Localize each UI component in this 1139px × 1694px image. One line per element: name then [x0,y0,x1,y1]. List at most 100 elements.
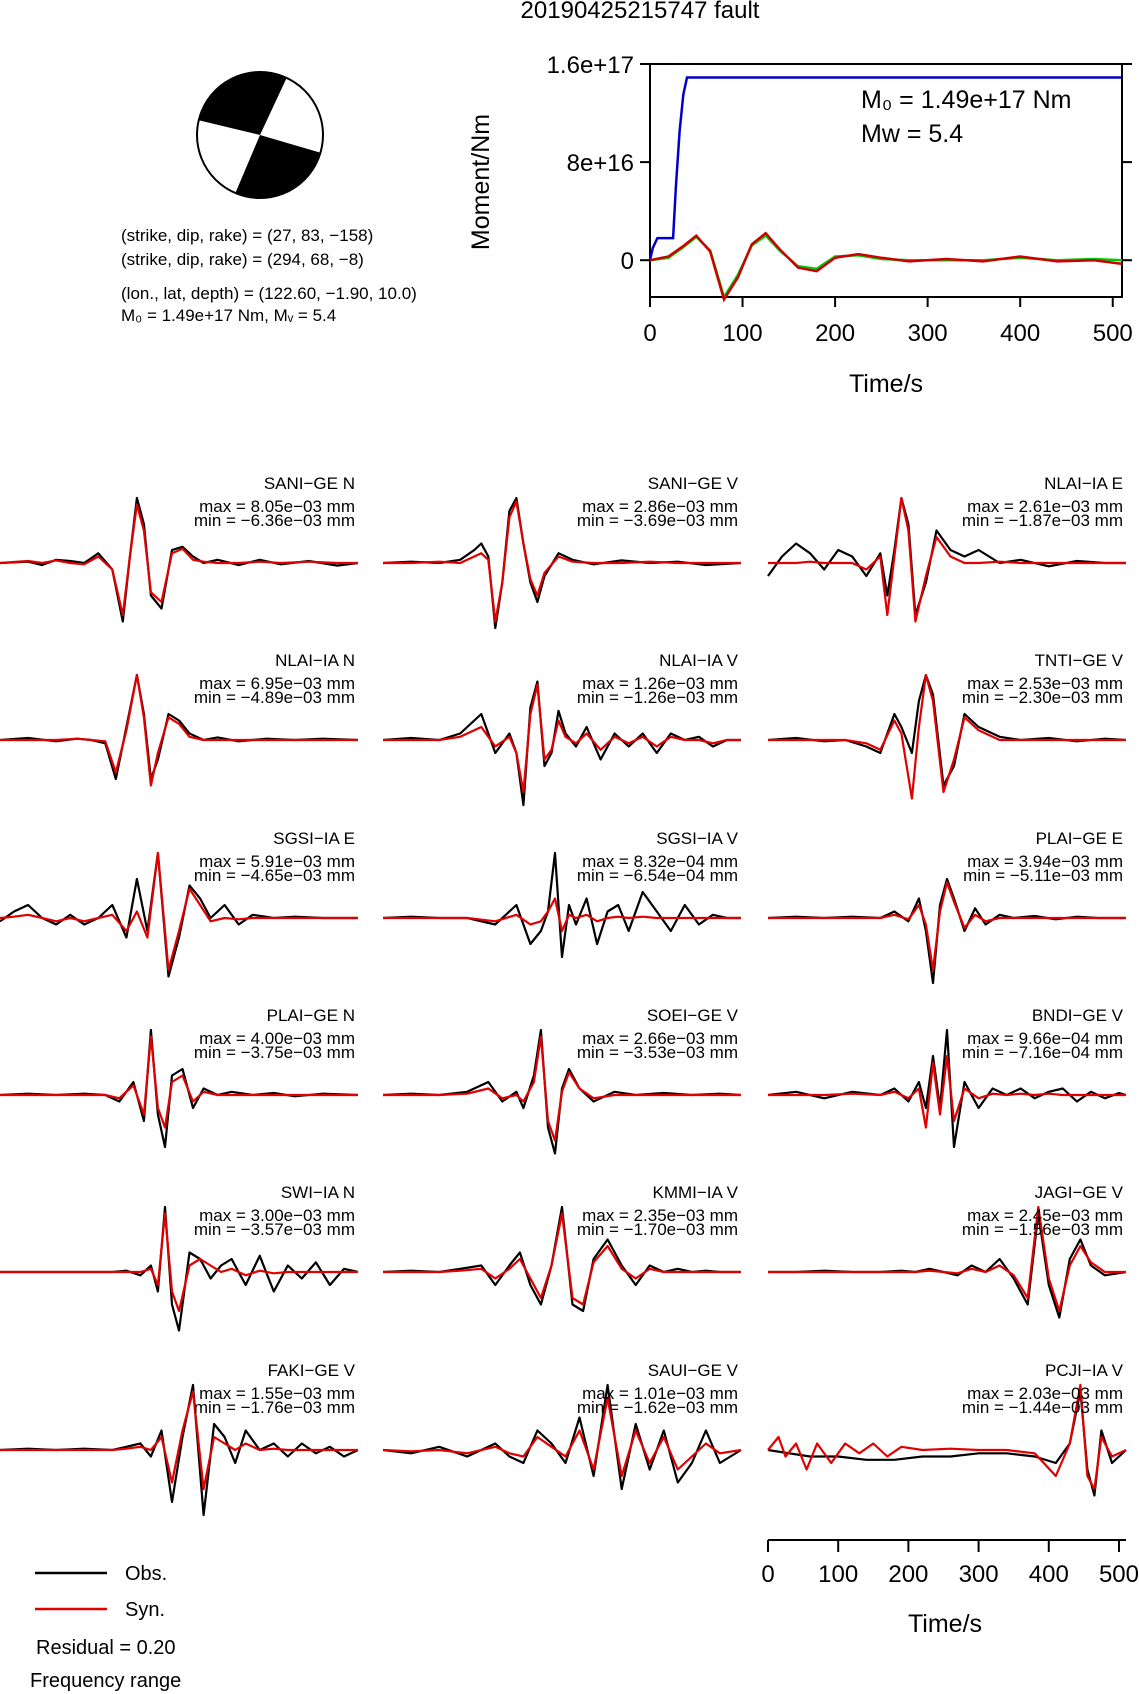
obs-waveform-line [0,496,359,623]
station-min-amplitude: min = −1.26e−03 mm [577,688,738,707]
waveform-time-axis: Time/s 0 100 200 300 400 500 [761,1539,1139,1638]
waveform-x-tick-label: 0 [761,1561,774,1588]
station-name: BNDI−GE V [1032,1006,1124,1025]
syn-waveform-line [383,1212,741,1306]
obs-waveform-line [382,680,741,807]
moment-y-tick-label: 0 [621,248,634,275]
waveform-x-tick-label: 300 [959,1561,999,1588]
hypocenter-location: (lon., lat, depth) = (122.60, −1.90, 10.… [121,284,417,303]
moment-y-tick-label: 8e+16 [567,150,634,177]
moment-series-line-2 [649,231,1123,303]
focal-mechanism-beachball [196,71,324,199]
obs-waveform-line [767,496,1126,617]
waveform-x-tick-label: 500 [1099,1561,1139,1588]
figure-title: 20190425215747 fault [521,0,760,24]
obs-waveform-line [382,1205,741,1313]
station-min-amplitude: min = −4.65e−03 mm [194,866,355,885]
syn-waveform-line [0,503,358,617]
station-max-amplitude: max = 6.95e−03 mm [199,674,355,693]
station-name: SOEI−GE V [647,1006,739,1025]
legend-obs-label: Obs. [125,1563,167,1585]
moment-series-line-0 [648,76,1122,261]
waveform-x-tick-label: 400 [1029,1561,1069,1588]
station-name: SGSI−IA E [273,829,355,848]
syn-waveform-line [0,1035,358,1129]
station-min-amplitude: min = −6.54e−04 mm [577,866,738,885]
station-min-amplitude: min = −3.57e−03 mm [194,1220,355,1239]
moment-y-ticks: 0 8e+16 1.6e+17 [547,52,1132,275]
station-max-amplitude: max = 3.00e−03 mm [199,1206,355,1225]
station-min-amplitude: min = −1.87e−03 mm [962,511,1123,530]
station-max-amplitude: max = 2.86e−03 mm [582,497,738,516]
station-min-amplitude: min = −5.11e−03 mm [963,866,1123,885]
station-max-amplitude: max = 4.00e−03 mm [199,1029,355,1048]
syn-waveform-line [0,851,358,972]
syn-waveform-line [383,1035,741,1142]
waveform-x-tick-label: 100 [818,1561,858,1588]
station-max-amplitude: max = 8.32e−04 mm [582,852,738,871]
residual-value: Residual = 0.20 [36,1637,176,1659]
station-min-amplitude: min = −4.89e−03 mm [194,688,355,707]
syn-waveform-line [768,673,1126,800]
moment-x-tick-label: 400 [1000,320,1040,347]
moment-magnitude-summary: M₀ = 1.49e+17 Nm, Mᵥ = 5.4 [121,306,336,325]
moment-function-chart: 0 8e+16 1.6e+17 0 100 200 300 400 500 Moment/Nm… [467,52,1133,398]
station-name: PCJI−IA V [1045,1361,1124,1380]
beachball-compression-quadrant-se [235,135,320,198]
station-min-amplitude: min = −3.75e−03 mm [194,1043,355,1062]
syn-waveform-line [768,1054,1126,1129]
syn-waveform-line [383,897,741,933]
moment-x-ticks: 0 100 200 300 400 500 [643,297,1133,347]
station-min-amplitude: min = −1.62e−03 mm [577,1398,738,1417]
station-name: KMMI−IA V [653,1183,739,1202]
station-name: NLAI−IA V [659,651,739,670]
station-name: SANI−GE V [648,474,739,493]
station-min-amplitude: min = −6.36e−03 mm [194,511,355,530]
nodal-plane-2: (strike, dip, rake) = (294, 68, −8) [121,250,364,269]
station-name: PLAI−GE E [1036,829,1123,848]
station-min-amplitude: min = −1.56e−03 mm [962,1220,1123,1239]
station-name: NLAI−IA E [1044,474,1123,493]
obs-waveform-line [767,1390,1127,1497]
moment-x-tick-label: 100 [723,320,763,347]
syn-waveform-line [768,881,1126,972]
station-name: TNTI−GE V [1035,651,1124,670]
legend: Obs. Syn. Residual = 0.20 Frequency rang… [30,1563,181,1692]
moment-annotation-m0: M₀ = 1.49e+17 Nm [861,86,1072,114]
syn-waveform-line [767,1383,1127,1491]
station-min-amplitude: min = −3.69e−03 mm [577,511,738,530]
station-name: JAGI−GE V [1035,1183,1124,1202]
syn-waveform-line [382,1396,742,1478]
station-max-amplitude: max = 1.55e−03 mm [199,1384,355,1403]
waveform-x-tick-label: 200 [888,1561,928,1588]
moment-series-group [648,76,1123,303]
station-max-amplitude: max = 2.53e−03 mm [967,674,1123,693]
station-name: NLAI−IA N [275,651,355,670]
station-name: FAKI−GE V [268,1361,356,1380]
syn-waveform-line [768,496,1126,623]
station-max-amplitude: max = 5.91e−03 mm [199,852,355,871]
station-name: SGSI−IA V [656,829,738,848]
nodal-plane-1: (strike, dip, rake) = (27, 83, −158) [121,226,373,245]
syn-waveform-line [0,1212,358,1313]
legend-syn-label: Syn. [125,1599,165,1621]
station-min-amplitude: min = −3.53e−03 mm [577,1043,738,1062]
